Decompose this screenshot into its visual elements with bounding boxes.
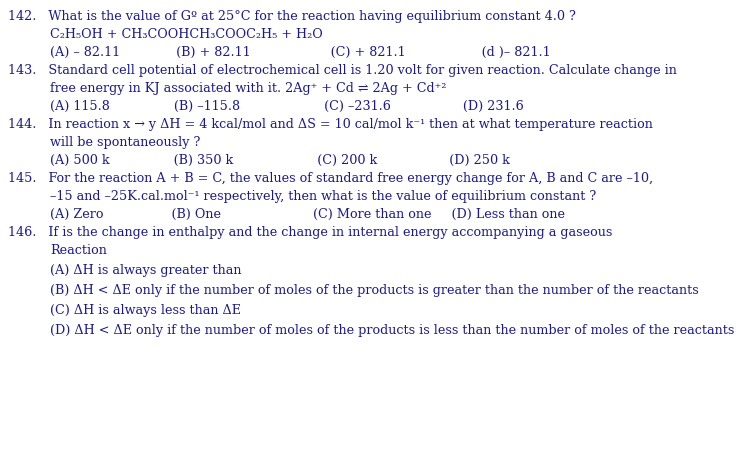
Text: C₂H₅OH + CH₃COOHCH₃COOC₂H₅ + H₂O: C₂H₅OH + CH₃COOHCH₃COOC₂H₅ + H₂O [50, 28, 323, 41]
Text: (C) ΔH is always less than ΔE: (C) ΔH is always less than ΔE [50, 304, 241, 317]
Text: 143.   Standard cell potential of electrochemical cell is 1.20 volt for given re: 143. Standard cell potential of electroc… [8, 64, 677, 77]
Text: –15 and –25K.cal.mol⁻¹ respectively, then what is the value of equilibrium const: –15 and –25K.cal.mol⁻¹ respectively, the… [50, 190, 596, 203]
Text: 146.   If is the change in enthalpy and the change in internal energy accompanyi: 146. If is the change in enthalpy and th… [8, 226, 612, 239]
Text: (A) – 82.11              (B) + 82.11                    (C) + 821.1             : (A) – 82.11 (B) + 82.11 (C) + 821.1 [50, 46, 550, 59]
Text: 144.   In reaction x → y ΔH = 4 kcal/mol and ΔS = 10 cal/mol k⁻¹ then at what te: 144. In reaction x → y ΔH = 4 kcal/mol a… [8, 118, 653, 131]
Text: (D) ΔH < ΔE only if the number of moles of the products is less than the number : (D) ΔH < ΔE only if the number of moles … [50, 324, 735, 337]
Text: free energy in KJ associated with it. 2Ag⁺ + Cd ⇌ 2Ag + Cd⁺²: free energy in KJ associated with it. 2A… [50, 82, 447, 95]
Text: (A) 500 k                (B) 350 k                     (C) 200 k                : (A) 500 k (B) 350 k (C) 200 k [50, 154, 510, 167]
Text: will be spontaneously ?: will be spontaneously ? [50, 136, 200, 149]
Text: (B) ΔH < ΔE only if the number of moles of the products is greater than the numb: (B) ΔH < ΔE only if the number of moles … [50, 284, 699, 297]
Text: (A) ΔH is always greater than: (A) ΔH is always greater than [50, 264, 241, 277]
Text: 142.   What is the value of Gº at 25°C for the reaction having equilibrium const: 142. What is the value of Gº at 25°C for… [8, 10, 576, 23]
Text: (A) Zero                 (B) One                       (C) More than one     (D): (A) Zero (B) One (C) More than one (D) [50, 208, 565, 221]
Text: 145.   For the reaction A + B = C, the values of standard free energy change for: 145. For the reaction A + B = C, the val… [8, 172, 653, 185]
Text: Reaction: Reaction [50, 244, 107, 257]
Text: (A) 115.8                (B) –115.8                     (C) –231.6              : (A) 115.8 (B) –115.8 (C) –231.6 [50, 100, 523, 113]
